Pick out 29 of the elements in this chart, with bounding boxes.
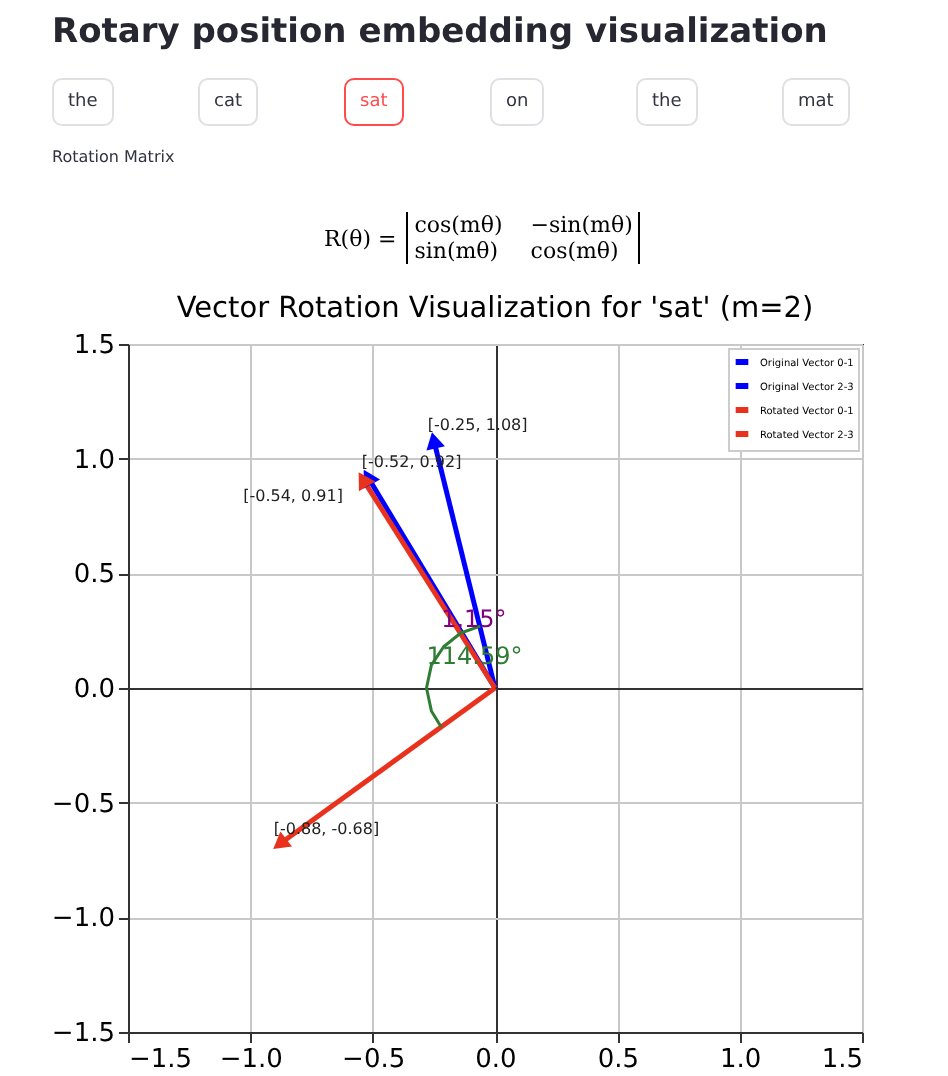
x-tick-label: 1.0 bbox=[719, 1045, 762, 1075]
text: R(θ) = bbox=[324, 225, 397, 251]
text: Rotary position embedding visualization bbox=[52, 12, 828, 52]
text: cos(mθ) bbox=[530, 238, 621, 264]
x-tick-label: −1.0 bbox=[219, 1045, 283, 1075]
y-tick-label: −1.0 bbox=[51, 904, 115, 935]
text: −sin(mθ) bbox=[530, 212, 633, 238]
text: Rotation Matrix bbox=[52, 148, 175, 166]
y-tick-label: 0.5 bbox=[73, 560, 115, 591]
data-label: [-0.54, 0.91] bbox=[243, 487, 343, 506]
text: cat bbox=[198, 78, 258, 126]
y-tick-label: −0.5 bbox=[51, 789, 115, 820]
y-tick-label: 0.0 bbox=[73, 675, 115, 705]
y-tick-label: 1.0 bbox=[73, 445, 115, 476]
x-tick-label: 1.5 bbox=[821, 1045, 863, 1075]
y-tick-label: 1.5 bbox=[73, 331, 115, 361]
text: mat bbox=[782, 78, 850, 126]
text: cos(mθ) bbox=[414, 212, 503, 238]
text: the bbox=[52, 78, 114, 126]
text: on bbox=[490, 78, 545, 126]
text: sat bbox=[344, 78, 404, 126]
x-tick-label: −1.5 bbox=[129, 1045, 193, 1075]
text: sin(mθ) bbox=[414, 238, 501, 264]
chart-title: Vector Rotation Visualization for 'sat' (m=2) bbox=[176, 293, 814, 325]
y-tick-label: −1.5 bbox=[51, 1019, 115, 1049]
x-tick-label: 0.0 bbox=[475, 1045, 517, 1075]
x-tick-label: 0.5 bbox=[597, 1045, 640, 1075]
x-tick-label: −0.5 bbox=[342, 1045, 406, 1075]
text: the bbox=[636, 78, 698, 126]
